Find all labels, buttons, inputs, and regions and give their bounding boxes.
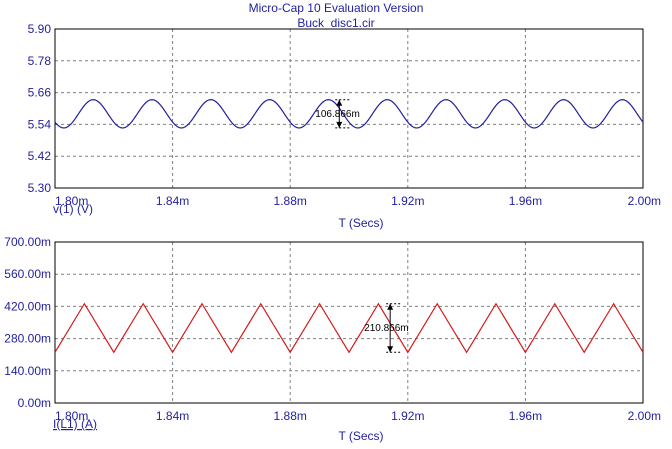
y-tick-label: 0.00m — [18, 396, 51, 410]
plot-frame — [54, 241, 644, 404]
x-tick-label: 2.00m — [628, 409, 661, 423]
y-tick-label: 280.00m — [4, 332, 51, 346]
x-tick-label: 2.00m — [628, 194, 661, 208]
x-axis-label: T (Secs) — [338, 216, 383, 230]
x-tick-label: 1.80m — [55, 409, 88, 423]
y-tick-label: 420.00m — [4, 299, 51, 313]
y-tick-label: 5.54 — [28, 117, 52, 131]
plot-frame — [54, 28, 644, 189]
trace-current — [54, 302, 644, 354]
arrow-up-icon — [336, 99, 343, 106]
series-label: I(L1) (A) — [53, 417, 97, 431]
measure-value: 210.866m — [364, 323, 408, 334]
y-tick-label: 5.78 — [28, 54, 52, 68]
voltage-plot[interactable]: 5.90 5.78 5.66 5.54 5.42 5.301.80m 1.84m 1.88m 1… — [28, 22, 661, 230]
measure-value: 106.866m — [315, 109, 359, 120]
x-tick-label: 1.92m — [391, 194, 424, 208]
x-tick-label: 1.96m — [509, 409, 542, 423]
file-name: Buck_disc1.cir — [297, 16, 375, 30]
y-tick-label: 5.90 — [28, 22, 52, 36]
y-tick-label: 140.00m — [4, 364, 51, 378]
y-tick-label: 5.42 — [28, 149, 52, 163]
current-plot[interactable]: 700.00m 560.00m 420.00m 280.00m 140.00m 0.00m… — [4, 235, 661, 443]
window-title: Micro-Cap 10 Evaluation Version — [248, 1, 424, 15]
x-tick-label: 1.84m — [156, 409, 189, 423]
x-axis-label: T (Secs) — [338, 429, 383, 443]
y-tick-label: 5.66 — [28, 86, 52, 100]
x-tick-label: 1.84m — [156, 194, 189, 208]
y-tick-label: 560.00m — [4, 267, 51, 281]
arrow-up-icon — [387, 303, 394, 310]
series-label: v(1) (V) — [53, 202, 93, 216]
x-tick-label: 1.88m — [274, 409, 307, 423]
x-tick-label: 1.80m — [55, 194, 88, 208]
y-tick-label: 700.00m — [4, 235, 51, 249]
y-tick-label: 5.30 — [28, 181, 52, 195]
x-tick-label: 1.96m — [509, 194, 542, 208]
trace-voltage — [54, 99, 644, 129]
arrow-down-icon — [387, 346, 394, 353]
x-tick-label: 1.92m — [391, 409, 424, 423]
arrow-down-icon — [336, 121, 343, 128]
x-tick-label: 1.88m — [274, 194, 307, 208]
